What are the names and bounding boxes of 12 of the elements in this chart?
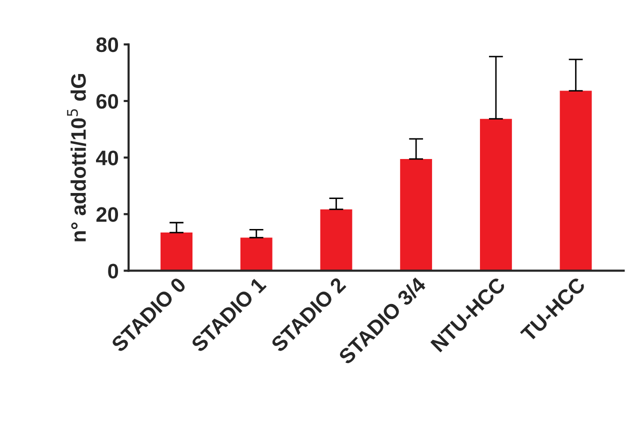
bar: [400, 158, 432, 271]
bar: [240, 238, 272, 271]
y-tick-label: 0: [108, 264, 118, 278]
bar: [320, 209, 352, 271]
y-tick-label: 60: [96, 94, 118, 109]
y-tick-label: 20: [96, 207, 118, 222]
bar: [560, 90, 592, 271]
y-axis-title: n° addotti/10$^{5}$ dG: [67, 74, 86, 242]
bar: [480, 118, 512, 271]
bar: [160, 232, 192, 271]
y-tick-label: 80: [96, 37, 118, 52]
y-tick-label: 40: [96, 150, 118, 166]
